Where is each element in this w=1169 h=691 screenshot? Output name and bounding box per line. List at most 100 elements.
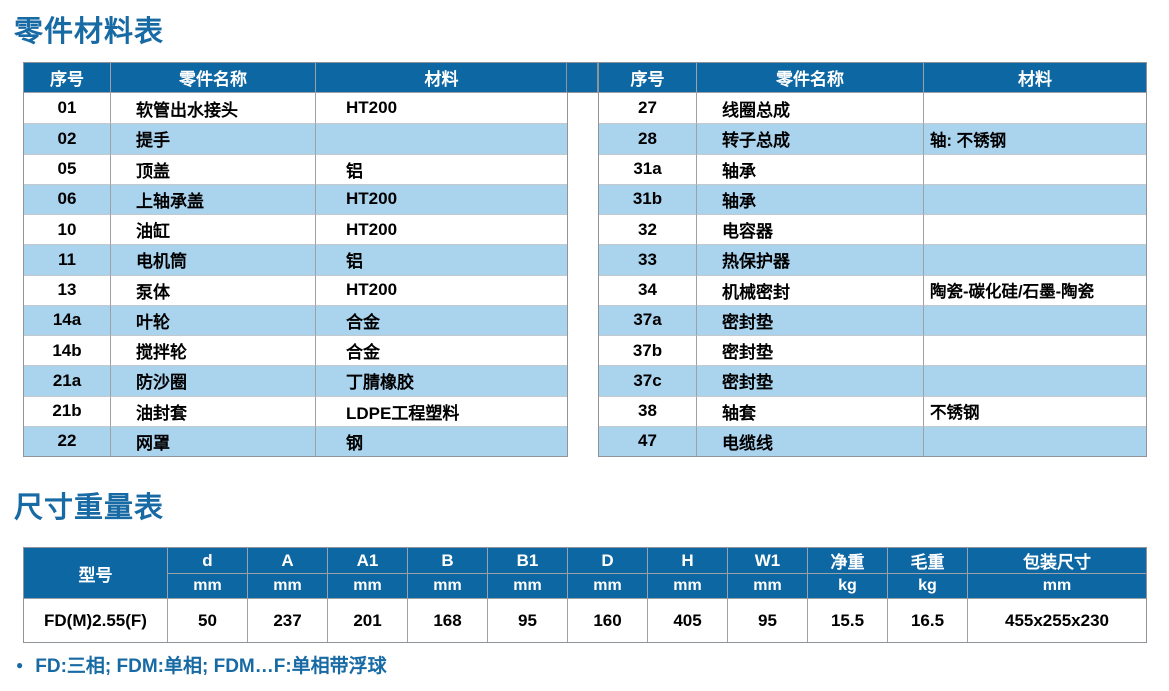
part-name: 轴套 bbox=[697, 395, 924, 426]
dims-header-row: 型号 d A A1 B B1 D H W1 净重 毛重 包装尺寸 bbox=[24, 548, 1146, 599]
part-no: 13 bbox=[24, 274, 111, 305]
table-row: 31b 轴承 bbox=[599, 183, 1146, 214]
part-no: 32 bbox=[599, 214, 697, 245]
part-name: 轴承 bbox=[697, 153, 924, 184]
part-material: 陶瓷-碳化硅/石墨-陶瓷 bbox=[924, 274, 1146, 305]
part-material bbox=[924, 365, 1146, 395]
part-no: 31a bbox=[599, 153, 697, 184]
part-material: 不锈钢 bbox=[924, 395, 1146, 426]
part-no: 22 bbox=[24, 425, 111, 456]
dim-col-unit: kg bbox=[808, 574, 888, 599]
part-name: 搅拌轮 bbox=[111, 335, 316, 366]
dim-col-header: B1 bbox=[488, 548, 568, 574]
part-no: 31b bbox=[599, 183, 697, 214]
part-no: 37c bbox=[599, 365, 697, 396]
table-row: 31a 轴承 bbox=[599, 153, 1146, 184]
table-row: 33 热保护器 bbox=[599, 244, 1146, 275]
part-material: 轴: 不锈钢 bbox=[924, 123, 1146, 153]
dim-value: 237 bbox=[248, 599, 328, 642]
part-no: 27 bbox=[599, 93, 697, 124]
dim-col-unit: mm bbox=[728, 574, 808, 599]
part-no: 21b bbox=[24, 395, 111, 426]
part-name: 密封垫 bbox=[697, 335, 924, 366]
part-no: 47 bbox=[599, 425, 697, 456]
part-name: 线圈总成 bbox=[697, 93, 924, 124]
part-material: LDPE工程塑料 bbox=[316, 395, 567, 426]
dim-col-header: H bbox=[648, 548, 728, 574]
part-material: 铝 bbox=[316, 244, 567, 274]
dim-col-header: 毛重 bbox=[888, 548, 968, 574]
part-material bbox=[924, 335, 1146, 365]
dim-value: 15.5 bbox=[808, 599, 888, 642]
part-name: 电机筒 bbox=[111, 244, 316, 275]
part-material bbox=[924, 93, 1146, 123]
part-no: 38 bbox=[599, 395, 697, 426]
part-material bbox=[924, 214, 1146, 244]
part-material: HT200 bbox=[316, 214, 567, 244]
model-column-header: 型号 bbox=[24, 548, 168, 599]
part-name: 转子总成 bbox=[697, 123, 924, 154]
part-name: 叶轮 bbox=[111, 304, 316, 335]
part-material bbox=[924, 244, 1146, 274]
dim-col-unit: mm bbox=[488, 574, 568, 599]
dim-value: 50 bbox=[168, 599, 248, 642]
dim-col-unit: mm bbox=[568, 574, 648, 599]
part-name: 机械密封 bbox=[697, 274, 924, 305]
dim-col-unit: mm bbox=[408, 574, 488, 599]
table-row: 32 电容器 bbox=[599, 214, 1146, 245]
dims-unit-row: mm mm mm mm mm mm mm mm kg kg mm bbox=[24, 574, 1146, 599]
table-row: 21a 防沙圈 丁腈橡胶 bbox=[24, 365, 567, 396]
part-no: 21a bbox=[24, 365, 111, 396]
part-name: 网罩 bbox=[111, 425, 316, 456]
part-name: 上轴承盖 bbox=[111, 183, 316, 214]
table-row: 06 上轴承盖 HT200 bbox=[24, 183, 567, 214]
part-material: 钢 bbox=[316, 425, 567, 456]
table-row: 14a 叶轮 合金 bbox=[24, 304, 567, 335]
dim-col-unit: mm bbox=[248, 574, 328, 599]
part-name: 密封垫 bbox=[697, 304, 924, 335]
part-material: HT200 bbox=[316, 274, 567, 305]
part-no: 10 bbox=[24, 214, 111, 245]
parts-material-table-right: 序号 零件名称 材料 27 线圈总成 28 转子总成 轴: 不锈钢 31a 轴承 31b… bbox=[598, 62, 1147, 457]
table-row: 05 顶盖铝 bbox=[24, 153, 567, 184]
dim-col-header: W1 bbox=[728, 548, 808, 574]
table-row: 37b 密封垫 bbox=[599, 335, 1146, 366]
table-row: 11 电机筒铝 bbox=[24, 244, 567, 275]
header-row: 序号 零件名称 材料 bbox=[599, 63, 1146, 93]
part-no: 11 bbox=[24, 244, 111, 275]
dim-col-unit: mm bbox=[968, 574, 1146, 599]
dim-col-unit: kg bbox=[888, 574, 968, 599]
table-row: 13 泵体 HT200 bbox=[24, 274, 567, 305]
dim-col-unit: mm bbox=[328, 574, 408, 599]
part-no: 34 bbox=[599, 274, 697, 305]
model-value: FD(M)2.55(F) bbox=[24, 599, 168, 642]
table-row: 37c 密封垫 bbox=[599, 365, 1146, 396]
table-row: 34 机械密封 陶瓷-碳化硅/石墨-陶瓷 bbox=[599, 274, 1146, 305]
part-no: 37b bbox=[599, 335, 697, 366]
dim-col-header: d bbox=[168, 548, 248, 574]
header-row: 序号 零件名称 材料 bbox=[24, 63, 567, 93]
table-row: 27 线圈总成 bbox=[599, 93, 1146, 124]
part-no: 28 bbox=[599, 123, 697, 154]
part-name: 密封垫 bbox=[697, 365, 924, 396]
part-name: 油缸 bbox=[111, 214, 316, 245]
part-name: 电容器 bbox=[697, 214, 924, 245]
dim-value: 95 bbox=[488, 599, 568, 642]
part-no: 05 bbox=[24, 153, 111, 184]
table-header-bridge bbox=[566, 62, 598, 93]
dim-col-unit: mm bbox=[648, 574, 728, 599]
col-header-material: 材料 bbox=[924, 63, 1146, 93]
table-row: 21b 油封套 LDPE工程塑料 bbox=[24, 395, 567, 426]
bullet-icon: ● bbox=[16, 657, 24, 672]
part-material: 合金 bbox=[316, 335, 567, 365]
parts-material-table-left: 序号 零件名称 材料 01 软管出水接头 HT200 02 提手 05 顶盖铝 06 上轴… bbox=[23, 62, 568, 457]
col-header-material: 材料 bbox=[316, 63, 567, 93]
col-header-no: 序号 bbox=[599, 63, 697, 93]
footnote-text: FD:三相; FDM:单相; FDM…F:单相带浮球 bbox=[35, 656, 387, 677]
footnote: ● FD:三相; FDM:单相; FDM…F:单相带浮球 bbox=[16, 651, 387, 678]
col-header-no: 序号 bbox=[24, 63, 111, 93]
dims-table-title: 尺寸重量表 bbox=[14, 492, 165, 524]
dim-col-header: B bbox=[408, 548, 488, 574]
part-material: HT200 bbox=[346, 98, 398, 118]
part-no: 06 bbox=[24, 183, 111, 214]
